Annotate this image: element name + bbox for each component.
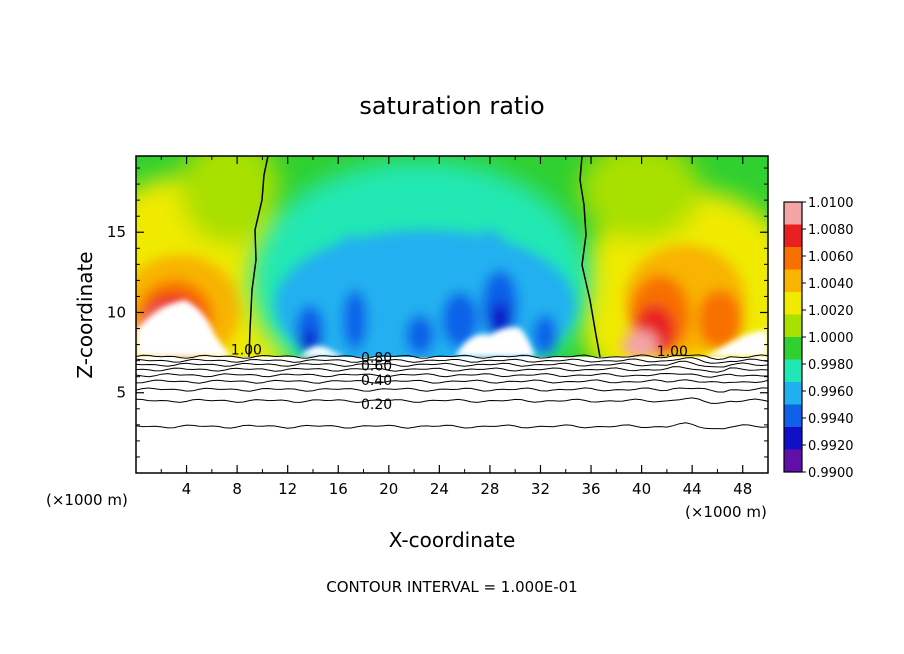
colorbar-swatch	[784, 247, 802, 270]
x-tick-label: 24	[430, 480, 449, 498]
colorbar-label: 1.0040	[808, 277, 854, 292]
colorbar-swatch	[784, 359, 802, 383]
colorbar-swatch	[784, 224, 802, 248]
colorbar-swatch	[784, 427, 802, 450]
x-tick-label: 28	[480, 480, 499, 498]
x-tick-label: 44	[683, 480, 702, 498]
colorbar: 1.0100 1.0080 1.0060 1.0040 1.0020 1.0000 0.99…	[783, 196, 854, 481]
x-unit-right: (×1000 m)	[685, 503, 767, 521]
colorbar-label: 1.0060	[808, 250, 854, 265]
y-axis: 5 10 15	[107, 167, 768, 458]
contour-line	[135, 387, 769, 393]
x-tick-label: 16	[329, 480, 348, 498]
contour-line	[135, 372, 768, 378]
field-white-region	[300, 346, 345, 357]
colorbar-label: 1.0080	[808, 223, 854, 238]
x-tick-label: 32	[531, 480, 550, 498]
colorbar-swatch	[784, 202, 802, 225]
colorbar-swatch	[784, 269, 802, 293]
x-axis: 4 8 12 16 20 24 28 32 36 40 44 48	[160, 156, 752, 498]
colorbar-swatch	[784, 314, 802, 338]
field-blob	[442, 292, 478, 348]
chart-title: saturation ratio	[359, 92, 544, 120]
field-blob	[406, 315, 434, 355]
contour-label: 0.20	[361, 397, 392, 413]
contour-line-left	[248, 156, 269, 357]
saturation-field	[136, 156, 768, 357]
field-blob	[302, 330, 318, 350]
x-tick-label: 8	[232, 480, 242, 498]
contour-labels: 1.00 1.00 0.800.600.40 0.20	[231, 342, 688, 413]
contour-label: 0.80	[361, 350, 392, 366]
field-white-region	[455, 327, 535, 357]
colorbar-swatch	[784, 449, 802, 473]
y-tick-label: 15	[107, 223, 126, 241]
contour-line	[135, 397, 769, 404]
x-axis-label: X-coordinate	[389, 528, 516, 552]
field-white-region	[136, 300, 232, 357]
colorbar-swatch	[784, 337, 802, 360]
colorbar-label: 0.9980	[808, 358, 854, 373]
contour-line	[135, 354, 769, 361]
contour-line	[135, 366, 769, 373]
contour-label: 1.00	[231, 342, 262, 358]
x-tick-label: 36	[581, 480, 600, 498]
field-blob	[698, 290, 742, 350]
y-tick-label: 10	[107, 303, 126, 321]
y-tick-label: 5	[116, 384, 126, 402]
contour-line	[135, 422, 769, 430]
plot-frame	[135, 155, 769, 474]
x-tick-label: 12	[278, 480, 297, 498]
colorbar-swatch	[784, 404, 802, 428]
contour-label: 1.00	[657, 344, 688, 360]
colorbar-label: 0.9940	[808, 412, 854, 427]
colorbar-label: 0.9960	[808, 385, 854, 400]
contour-line-right	[579, 156, 601, 357]
field-blob	[622, 330, 658, 357]
field-blob	[343, 290, 367, 350]
field-blob	[580, 156, 700, 240]
contour-label: 0.60	[361, 358, 392, 374]
colorbar-label: 0.9900	[808, 466, 854, 481]
contour-line	[135, 357, 769, 364]
x-tick-label: 4	[182, 480, 192, 498]
field-white-region	[705, 330, 768, 357]
colorbar-label: 0.9920	[808, 439, 854, 454]
colorbar-label: 1.0020	[808, 304, 854, 319]
x-tick-label: 48	[733, 480, 752, 498]
colorbar-label: 1.0000	[808, 331, 854, 346]
x-tick-label: 40	[632, 480, 651, 498]
contour-line	[135, 360, 769, 368]
colorbar-swatch	[784, 382, 802, 405]
field-blob	[533, 315, 557, 355]
y-axis-label: Z-coordinate	[73, 251, 97, 378]
contour-label: 0.40	[361, 373, 392, 389]
contour-interval-note: CONTOUR INTERVAL = 1.000E-01	[326, 578, 577, 596]
contour-line	[135, 379, 769, 384]
colorbar-label: 1.0100	[808, 196, 854, 211]
x-unit-left: (×1000 m)	[46, 491, 128, 509]
x-tick-label: 20	[379, 480, 398, 498]
contour-lines	[135, 354, 769, 430]
field-blob	[180, 156, 280, 245]
colorbar-swatch	[784, 292, 802, 315]
